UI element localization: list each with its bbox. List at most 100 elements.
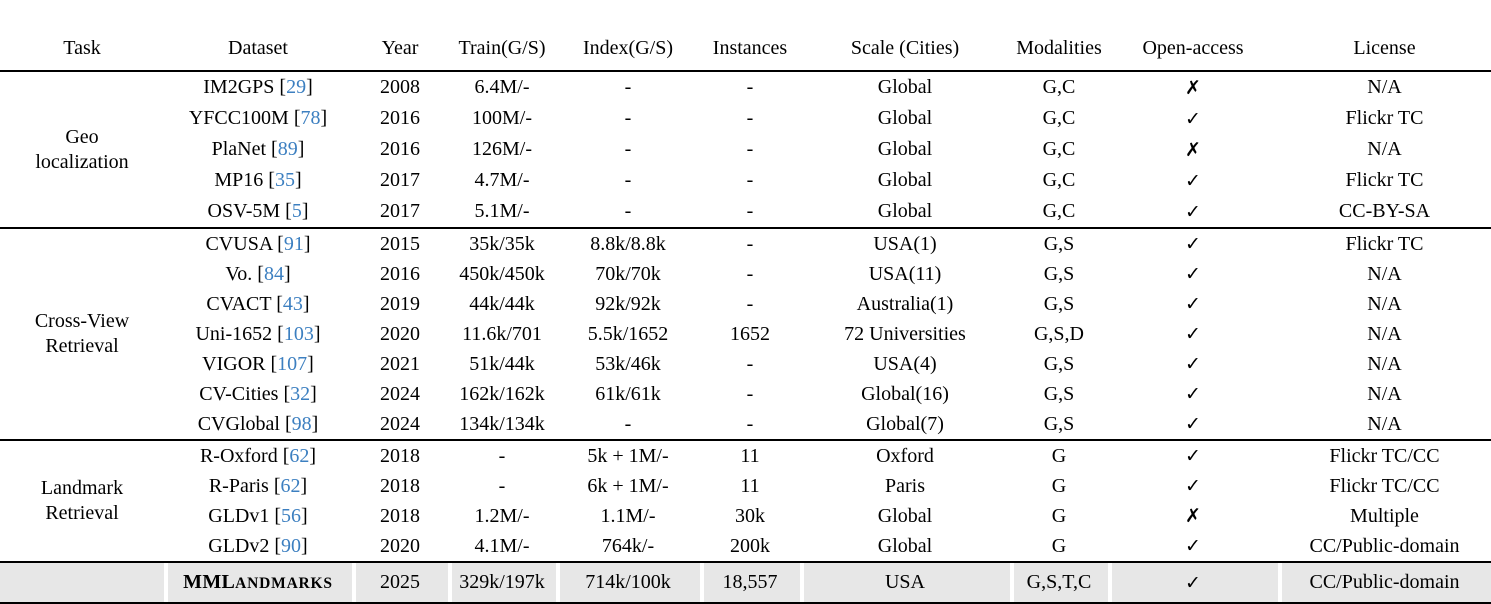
citation-link[interactable]: [91]: [277, 232, 311, 255]
dataset-cell: MMLANDMARKS: [164, 561, 352, 604]
year-cell: 2008: [380, 76, 420, 98]
modalities-cell: G,C: [1042, 76, 1076, 98]
citation-link[interactable]: [84]: [257, 262, 291, 285]
citation-link[interactable]: [78]: [293, 107, 328, 129]
instances-cell: 11: [700, 439, 800, 471]
year-cell: 2019: [380, 292, 420, 315]
train-cell: 329k/197k: [448, 561, 556, 604]
license-cell: Flickr TC: [1345, 107, 1424, 129]
check-icon: ✓: [1108, 227, 1278, 259]
cross-icon: ✗: [1185, 76, 1201, 99]
citation-number[interactable]: 90: [281, 534, 302, 557]
citation-link[interactable]: [32]: [283, 382, 317, 405]
index-cell: -: [624, 138, 632, 160]
column-header-train-g-s-: Train(G/S): [448, 0, 556, 72]
check-icon: ✓: [1185, 263, 1201, 285]
modalities-cell: G,C: [1042, 107, 1076, 129]
citation-link[interactable]: [35]: [268, 169, 302, 191]
train-cell: 4.7M/-: [474, 169, 530, 191]
dataset-cell: OSV-5M [5]: [164, 196, 352, 228]
license-cell: CC/Public-domain: [1278, 561, 1491, 604]
year-cell: 2016: [380, 138, 420, 160]
citation-number[interactable]: 103: [283, 322, 314, 345]
citation-number[interactable]: 56: [281, 504, 302, 527]
train-cell: 6.4M/-: [474, 76, 530, 98]
citation-link[interactable]: [5]: [285, 200, 309, 222]
dataset-cell: VIGOR [107]: [164, 349, 352, 379]
column-header-index-g-s-: Index(G/S): [556, 0, 700, 72]
citation-link[interactable]: [90]: [274, 534, 308, 557]
license-cell: CC-BY-SA: [1338, 200, 1431, 222]
license-cell: N/A: [1367, 76, 1402, 98]
citation-number[interactable]: 62: [289, 444, 310, 467]
index-cell: 764k/-: [601, 534, 655, 557]
year-cell: 2021: [380, 352, 420, 375]
modalities-cell: G,S: [1043, 292, 1075, 315]
citation-number[interactable]: 107: [277, 352, 308, 375]
dataset-name: R-Paris: [208, 474, 274, 497]
license-cell: N/A: [1367, 322, 1402, 345]
task-cell: Cross-View Retrieval: [0, 227, 164, 440]
citation-link[interactable]: [29]: [279, 76, 313, 98]
citation-link[interactable]: [89]: [271, 138, 305, 160]
modalities-cell: G,S,D: [1033, 322, 1084, 345]
modalities-cell: G,S: [1043, 412, 1075, 435]
instances-cell: 30k: [735, 504, 765, 527]
index-cell: 5k + 1M/-: [556, 439, 700, 471]
citation-link[interactable]: [62]: [282, 444, 317, 467]
train-cell: 100M/-: [472, 107, 532, 129]
citation-number[interactable]: 84: [263, 262, 284, 285]
table-row: CV-Cities [32] 2024 162k/162k 61k/61k - Globa…: [0, 379, 1491, 409]
train-cell: -: [448, 439, 556, 471]
instances-cell: -: [746, 76, 754, 98]
check-icon: ✓: [1185, 107, 1201, 130]
citation-number[interactable]: 89: [277, 138, 298, 160]
table-header: Task Dataset Year Train(G/S) Index(G/S) Insta…: [0, 0, 1491, 72]
citation-number[interactable]: 78: [300, 107, 321, 129]
citation-number[interactable]: 5: [291, 200, 302, 222]
citation-link[interactable]: [98]: [284, 412, 319, 435]
dataset-name-smallcaps-lead: MML: [183, 571, 236, 593]
column-header-instances: Instances: [700, 0, 800, 72]
table-row: MP16 [35] 2017 4.7M/- - - Global G,C ✓ Flickr TC: [0, 165, 1491, 196]
citation-link[interactable]: [107]: [270, 352, 314, 375]
train-cell: 1.2M/-: [474, 504, 530, 527]
citation-link[interactable]: [103]: [277, 322, 321, 345]
column-header-license: License: [1278, 0, 1491, 72]
citation-number[interactable]: 91: [283, 232, 304, 255]
citation-link[interactable]: [56]: [274, 504, 308, 527]
table-row: Cross-View Retrieval CVUSA [91] 2015 35k/35k…: [0, 227, 1491, 440]
instances-cell: -: [746, 352, 754, 375]
modalities-cell: G: [1051, 504, 1067, 527]
dataset-name: CVUSA: [205, 232, 278, 255]
dataset-name: CVGlobal: [197, 412, 285, 435]
license-cell: N/A: [1367, 412, 1402, 435]
scale-cell: Global: [877, 169, 933, 191]
task-cell: Landmark Retrieval: [0, 439, 164, 562]
dataset-name: PlaNet: [211, 138, 272, 160]
citation-number[interactable]: 29: [286, 76, 307, 98]
task-cell: [0, 561, 164, 604]
index-cell: 61k/61k: [595, 382, 661, 405]
license-cell: N/A: [1367, 382, 1402, 405]
citation-number[interactable]: 98: [291, 412, 312, 435]
table-row: Vo. [84] 2016 450k/450k 70k/70k - USA(11) G,S ✓…: [0, 259, 1491, 289]
instances-cell: -: [746, 107, 754, 129]
table-row: YFCC100M [78] 2016 100M/- - - Global G,C ✓ Flick…: [0, 103, 1491, 134]
table-row: VIGOR [107] 2021 51k/44k 53k/46k - USA(4) G,S ✓…: [0, 349, 1491, 379]
scale-cell: Oxford: [800, 439, 1010, 471]
index-cell: 1.1M/-: [600, 504, 656, 527]
citation-link[interactable]: [62]: [273, 474, 308, 497]
citation-number[interactable]: 35: [274, 169, 295, 191]
dataset-name: GLDv1: [208, 504, 275, 527]
check-icon: ✓: [1185, 383, 1201, 405]
table-row: Uni-1652 [103] 2020 11.6k/701 5.5k/1652 1652…: [0, 319, 1491, 349]
citation-number[interactable]: 43: [282, 292, 303, 315]
column-header-task: Task: [0, 0, 164, 72]
modalities-cell: G: [1051, 534, 1067, 557]
modalities-cell: G,S: [1043, 262, 1075, 285]
citation-number[interactable]: 32: [290, 382, 311, 405]
index-cell: 92k/92k: [595, 292, 661, 315]
citation-number[interactable]: 62: [280, 474, 301, 497]
citation-link[interactable]: [43]: [276, 292, 310, 315]
